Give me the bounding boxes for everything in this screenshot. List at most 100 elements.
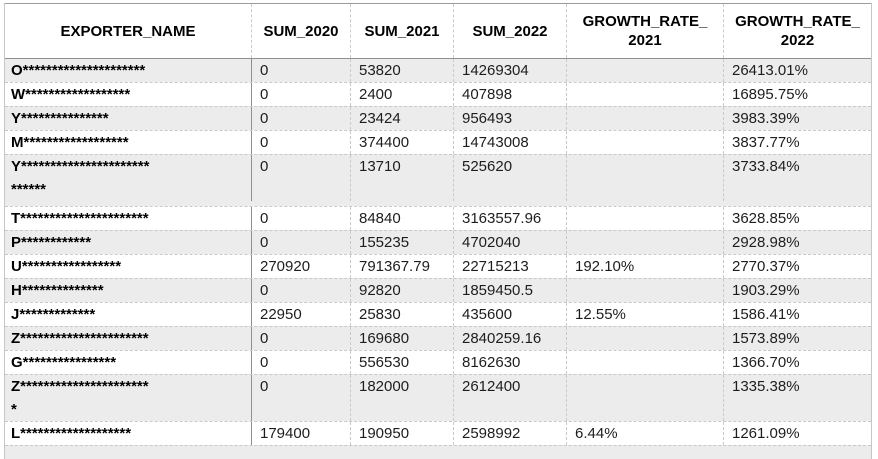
cell-sum-2021: 374400 xyxy=(350,131,453,154)
cell-growth-rate-2022: 3983.39% xyxy=(723,107,871,130)
cell-sum-2021: 182000 xyxy=(350,375,453,421)
cell-growth-rate-2022: 16895.75% xyxy=(723,83,871,106)
cell-exporter-name: O********************* xyxy=(11,62,146,79)
cell-growth-rate-2022: 1903.29% xyxy=(723,279,871,302)
cell-growth-rate-2022: 3733.84% xyxy=(723,155,871,201)
table-row: G**************** 0 556530 8162630 1366.… xyxy=(5,350,871,374)
cell-sum-2022: 2840259.16 xyxy=(453,327,566,350)
table-row: Z********************** * 0 182000 26124… xyxy=(5,374,871,421)
cell-sum-2022: 8162630 xyxy=(453,351,566,374)
cell-sum-2020: 0 xyxy=(251,155,350,201)
cell-growth-rate-2022: 2928.98% xyxy=(723,231,871,254)
cell-sum-2020: 0 xyxy=(251,279,350,302)
cell-exporter-name: Y********************** ****** xyxy=(11,158,150,198)
cell-growth-rate-2021 xyxy=(566,155,723,201)
cell-sum-2020: 22950 xyxy=(251,303,350,326)
table-row: Z********************** 0 169680 2840259… xyxy=(5,326,871,350)
cell-sum-2020: 0 xyxy=(251,207,350,230)
cell-sum-2020: 0 xyxy=(251,231,350,254)
cell-growth-rate-2022: 26413.01% xyxy=(723,59,871,82)
column-header-sum-2020: SUM_2020 xyxy=(251,4,350,58)
cell-sum-2022: 1859450.5 xyxy=(453,279,566,302)
cell-growth-rate-2021 xyxy=(566,279,723,302)
cell-growth-rate-2021 xyxy=(566,351,723,374)
cell-sum-2022: 14269304 xyxy=(453,59,566,82)
cell-exporter-name: M****************** xyxy=(11,134,129,151)
cell-exporter-name: Z********************** xyxy=(11,330,149,347)
cell-exporter-name: U***************** xyxy=(11,258,122,275)
table-row: T********************** 0 84840 3163557.… xyxy=(5,206,871,230)
cell-growth-rate-2021 xyxy=(566,107,723,130)
cell-sum-2021: 2400 xyxy=(350,83,453,106)
cell-sum-2021: 25830 xyxy=(350,303,453,326)
column-header-growth-rate-2021: GROWTH_RATE_ 2021 xyxy=(566,4,723,58)
cell-sum-2021: 53820 xyxy=(350,59,453,82)
cell-growth-rate-2021: 192.10% xyxy=(566,255,723,278)
cell-sum-2021: 155235 xyxy=(350,231,453,254)
table-row: H************** 0 92820 1859450.5 1903.2… xyxy=(5,278,871,302)
cell-growth-rate-2021 xyxy=(566,131,723,154)
cell-exporter-name: Y*************** xyxy=(11,110,109,127)
cell-growth-rate-2021: 6.44% xyxy=(566,422,723,445)
exporters-table: EXPORTER_NAME SUM_2020 SUM_2021 SUM_2022… xyxy=(4,3,872,459)
table-header-row: EXPORTER_NAME SUM_2020 SUM_2021 SUM_2022… xyxy=(5,3,871,59)
cell-sum-2020: 0 xyxy=(251,59,350,82)
cell-growth-rate-2021 xyxy=(566,59,723,82)
cell-sum-2021: 556530 xyxy=(350,351,453,374)
cell-sum-2020: 0 xyxy=(251,83,350,106)
cell-exporter-name: T********************** xyxy=(11,210,149,227)
cell-sum-2022: 956493 xyxy=(453,107,566,130)
cell-growth-rate-2021 xyxy=(566,83,723,106)
cell-growth-rate-2022: 3628.85% xyxy=(723,207,871,230)
cell-growth-rate-2021: 12.55% xyxy=(566,303,723,326)
cell-sum-2020: 179400 xyxy=(251,422,350,445)
column-header-growth-rate-2022: GROWTH_RATE_ 2022 xyxy=(723,4,871,58)
cell-sum-2021: 791367.79 xyxy=(350,255,453,278)
table-row: Y*************** 0 23424 956493 3983.39% xyxy=(5,106,871,130)
cell-growth-rate-2021 xyxy=(566,207,723,230)
cell-sum-2022: 2598992 xyxy=(453,422,566,445)
column-header-sum-2021: SUM_2021 xyxy=(350,4,453,58)
cell-sum-2022: 4702040 xyxy=(453,231,566,254)
cell-growth-rate-2021 xyxy=(566,231,723,254)
cell-sum-2021: 23424 xyxy=(350,107,453,130)
cell-exporter-name: G**************** xyxy=(11,354,117,371)
cell-sum-2022: 22715213 xyxy=(453,255,566,278)
cell-sum-2021: 92820 xyxy=(350,279,453,302)
cell-sum-2020: 270920 xyxy=(251,255,350,278)
cell-exporter-name: P************ xyxy=(11,234,92,251)
column-header-sum-2022: SUM_2022 xyxy=(453,4,566,58)
cell-sum-2020: 0 xyxy=(251,375,350,421)
cell-growth-rate-2022: 2770.37% xyxy=(723,255,871,278)
cell-sum-2020: 0 xyxy=(251,327,350,350)
cell-growth-rate-2022: 1586.41% xyxy=(723,303,871,326)
cell-growth-rate-2021 xyxy=(566,327,723,350)
table-row: M****************** 0 374400 14743008 38… xyxy=(5,130,871,154)
cell-sum-2022: 2612400 xyxy=(453,375,566,421)
cell-exporter-name: Z********************** * xyxy=(11,378,149,418)
cell-sum-2021: 13710 xyxy=(350,155,453,201)
cell-growth-rate-2022: 1366.70% xyxy=(723,351,871,374)
cell-growth-rate-2021 xyxy=(566,375,723,421)
cell-growth-rate-2022: 1573.89% xyxy=(723,327,871,350)
partial-next-row xyxy=(5,445,871,459)
cell-exporter-name: L******************* xyxy=(11,425,132,442)
cell-growth-rate-2022: 1335.38% xyxy=(723,375,871,421)
cell-sum-2022: 435600 xyxy=(453,303,566,326)
cell-exporter-name: J************* xyxy=(11,306,96,323)
table-row: U***************** 270920 791367.79 2271… xyxy=(5,254,871,278)
cell-sum-2022: 525620 xyxy=(453,155,566,201)
cell-sum-2022: 14743008 xyxy=(453,131,566,154)
table-row: W****************** 0 2400 407898 16895.… xyxy=(5,82,871,106)
cell-sum-2022: 3163557.96 xyxy=(453,207,566,230)
cell-sum-2020: 0 xyxy=(251,351,350,374)
cell-exporter-name: H************** xyxy=(11,282,104,299)
cell-sum-2021: 169680 xyxy=(350,327,453,350)
cell-sum-2021: 190950 xyxy=(350,422,453,445)
table-row: J************* 22950 25830 435600 12.55%… xyxy=(5,302,871,326)
cell-exporter-name: W****************** xyxy=(11,86,131,103)
cell-sum-2022: 407898 xyxy=(453,83,566,106)
table-row: O********************* 0 53820 14269304 … xyxy=(5,59,871,82)
cell-growth-rate-2022: 1261.09% xyxy=(723,422,871,445)
